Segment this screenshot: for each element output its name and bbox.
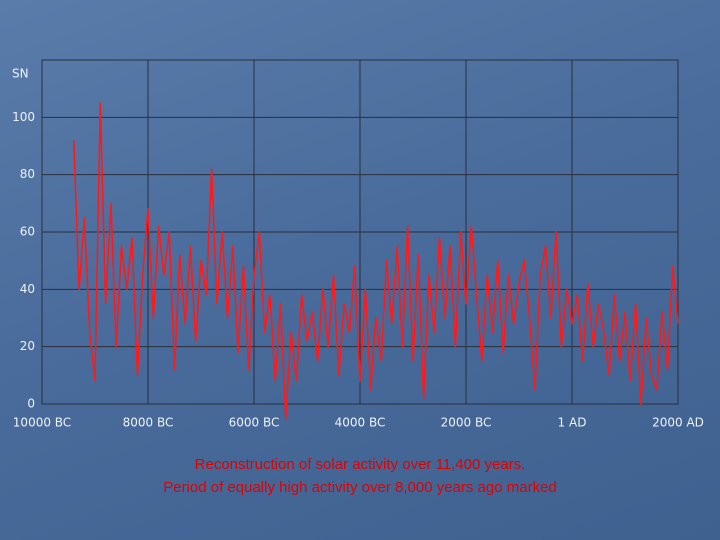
caption-line: Period of equally high activity over 8,0… (163, 479, 557, 496)
y-tick-label: 0 (27, 397, 35, 411)
y-axis-label: SN (12, 67, 29, 81)
y-tick-label: 60 (20, 225, 35, 239)
x-tick-label: 2000 AD (652, 416, 704, 430)
x-tick-label: 1 AD (558, 416, 587, 430)
caption-line: Reconstruction of solar activity over 11… (194, 456, 526, 473)
x-tick-label: 2000 BC (441, 416, 492, 430)
y-tick-label: 80 (20, 167, 35, 181)
x-tick-label: 4000 BC (335, 416, 386, 430)
x-tick-label: 6000 BC (229, 416, 280, 430)
x-tick-label: 10000 BC (13, 416, 71, 430)
y-tick-label: 100 (12, 110, 35, 124)
x-tick-label: 8000 BC (123, 416, 174, 430)
data-line (73, 102, 679, 420)
y-tick-label: 20 (20, 339, 35, 353)
y-tick-label: 40 (20, 282, 35, 296)
